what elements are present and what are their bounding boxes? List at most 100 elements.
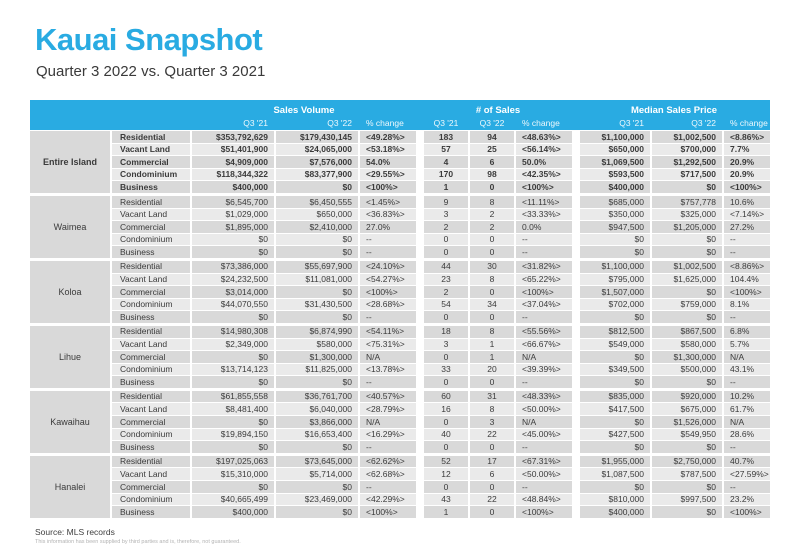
cell-median-price-change: --	[724, 233, 770, 246]
cell-median-price-change: 10.2%	[724, 390, 770, 403]
cell-median-price-change: N/A	[724, 416, 770, 428]
column-group-gap	[418, 286, 422, 298]
snapshot-table: Sales Volume # of Sales Median Sales Pri…	[30, 100, 770, 521]
region-label: Hanalei	[30, 455, 110, 518]
cell-num-sales-q3-21: 33	[424, 363, 468, 376]
column-group-row: Sales Volume # of Sales Median Sales Pri…	[30, 100, 770, 116]
cell-property-type: Residential	[112, 455, 190, 468]
cell-median-price-q3-22: $0	[652, 441, 722, 453]
column-group-gap	[418, 169, 422, 181]
cell-median-price-q3-21: $1,100,000	[580, 260, 650, 273]
region-label: Waimea	[30, 195, 110, 258]
column-group-gap	[418, 246, 422, 258]
cell-sales-volume-change: <28.68%>	[360, 298, 416, 311]
table-row: Commercial $0 $1,300,000 N/A 0 1 N/A $0 $1,300,0…	[112, 351, 770, 363]
cell-num-sales-change: <56.14%>	[516, 143, 572, 156]
column-group-gap	[418, 144, 422, 156]
cell-sales-volume-change: <62.62%>	[360, 455, 416, 468]
cell-num-sales-q3-22: 8	[470, 273, 514, 286]
region-rows: Residential $197,025,063 $73,645,000 <62.62…	[112, 455, 770, 518]
cell-num-sales-change: <55.56%>	[516, 325, 572, 338]
cell-sales-volume-q3-22: $83,377,900	[276, 168, 358, 181]
cell-num-sales-q3-22: 0	[470, 286, 514, 298]
cell-num-sales-q3-22: 30	[470, 260, 514, 273]
cell-median-price-q3-22: $787,500	[652, 468, 722, 481]
column-group-gap	[418, 376, 422, 388]
cell-sales-volume-q3-21: $13,714,123	[192, 363, 274, 376]
cell-num-sales-q3-21: 40	[424, 428, 468, 441]
column-group-gap	[574, 169, 578, 181]
column-group-gap	[418, 274, 422, 286]
cell-median-price-q3-22: $0	[652, 286, 722, 298]
cell-median-price-q3-22: $549,950	[652, 428, 722, 441]
cell-property-type: Business	[112, 506, 190, 518]
cell-num-sales-q3-22: 25	[470, 143, 514, 156]
cell-num-sales-q3-21: 60	[424, 390, 468, 403]
page-title: Kauai Snapshot	[35, 22, 263, 57]
column-group-gap	[418, 261, 422, 273]
cell-num-sales-change: <42.35%>	[516, 168, 572, 181]
region-rows: Residential $73,386,000 $55,697,900 <24.10%…	[112, 260, 770, 323]
column-group-gap	[574, 494, 578, 506]
cell-sales-volume-change: --	[360, 481, 416, 493]
cell-num-sales-q3-21: 0	[424, 246, 468, 258]
table-row: Business $0 $0 -- 0 0 -- $0 $0 --	[112, 441, 770, 453]
cell-sales-volume-q3-22: $0	[276, 376, 358, 388]
cell-median-price-q3-21: $349,500	[580, 363, 650, 376]
column-group-gap	[574, 441, 578, 453]
cell-sales-volume-change: <54.27%>	[360, 273, 416, 286]
column-group-gap	[574, 339, 578, 351]
column-group-gap	[574, 468, 578, 480]
cell-property-type: Business	[112, 441, 190, 453]
column-group-sales-volume: Sales Volume	[273, 104, 335, 116]
cell-num-sales-q3-22: 0	[470, 481, 514, 493]
table-row: Residential $197,025,063 $73,645,000 <62.62…	[112, 455, 770, 468]
cell-num-sales-q3-22: 0	[470, 311, 514, 323]
cell-median-price-q3-22: $920,000	[652, 390, 722, 403]
cell-property-type: Business	[112, 181, 190, 193]
cell-median-price-q3-21: $685,000	[580, 195, 650, 208]
table-row: Vacant Land $1,029,000 $650,000 <36.83%> 3 2 <…	[112, 208, 770, 221]
column-group-gap	[574, 131, 578, 143]
cell-sales-volume-change: <1.45%>	[360, 195, 416, 208]
column-group-gap	[418, 311, 422, 323]
column-group-gap	[574, 326, 578, 338]
cell-num-sales-change: <67.31%>	[516, 455, 572, 468]
cell-num-sales-q3-21: 23	[424, 273, 468, 286]
cell-sales-volume-q3-22: $3,866,000	[276, 416, 358, 428]
cell-median-price-q3-21: $1,955,000	[580, 455, 650, 468]
cell-num-sales-change: <100%>	[516, 286, 572, 298]
column-group-gap	[418, 339, 422, 351]
cell-median-price-q3-22: $1,205,000	[652, 221, 722, 233]
cell-property-type: Vacant Land	[112, 143, 190, 156]
cell-sales-volume-q3-21: $40,665,499	[192, 493, 274, 506]
cell-median-price-q3-22: $0	[652, 311, 722, 323]
table-row: Commercial $3,014,000 $0 <100%> 2 0 <100%> $1,5…	[112, 286, 770, 298]
cell-median-price-change: 104.4%	[724, 273, 770, 286]
cell-property-type: Residential	[112, 260, 190, 273]
column-group-gap	[418, 416, 422, 428]
cell-median-price-q3-22: $1,002,500	[652, 260, 722, 273]
cell-median-price-q3-21: $0	[580, 351, 650, 363]
table-row: Residential $353,792,629 $179,430,145 <49.2…	[112, 131, 770, 143]
cell-num-sales-q3-22: 8	[470, 195, 514, 208]
cell-median-price-q3-22: $1,002,500	[652, 131, 722, 143]
cell-sales-volume-change: --	[360, 233, 416, 246]
cell-num-sales-q3-21: 43	[424, 493, 468, 506]
column-group-gap	[418, 456, 422, 468]
cell-num-sales-change: --	[516, 376, 572, 388]
cell-num-sales-q3-21: 4	[424, 156, 468, 168]
cell-sales-volume-q3-21: $61,855,558	[192, 390, 274, 403]
source-note: Source: MLS records	[35, 527, 115, 537]
cell-median-price-change: 6.8%	[724, 325, 770, 338]
cell-median-price-change: <8.86%>	[724, 260, 770, 273]
cell-property-type: Vacant Land	[112, 403, 190, 416]
cell-sales-volume-q3-22: $179,430,145	[276, 131, 358, 143]
cell-num-sales-change: 50.0%	[516, 156, 572, 168]
region-group-koloa: Koloa Residential $73,386,000 $55,697,900 <2…	[30, 260, 770, 323]
cell-num-sales-change: <33.33%>	[516, 208, 572, 221]
cell-num-sales-q3-22: 2	[470, 208, 514, 221]
table-row: Residential $6,545,700 $6,450,555 <1.45%> 9 8…	[112, 195, 770, 208]
cell-num-sales-change: --	[516, 246, 572, 258]
cell-sales-volume-q3-22: $0	[276, 286, 358, 298]
